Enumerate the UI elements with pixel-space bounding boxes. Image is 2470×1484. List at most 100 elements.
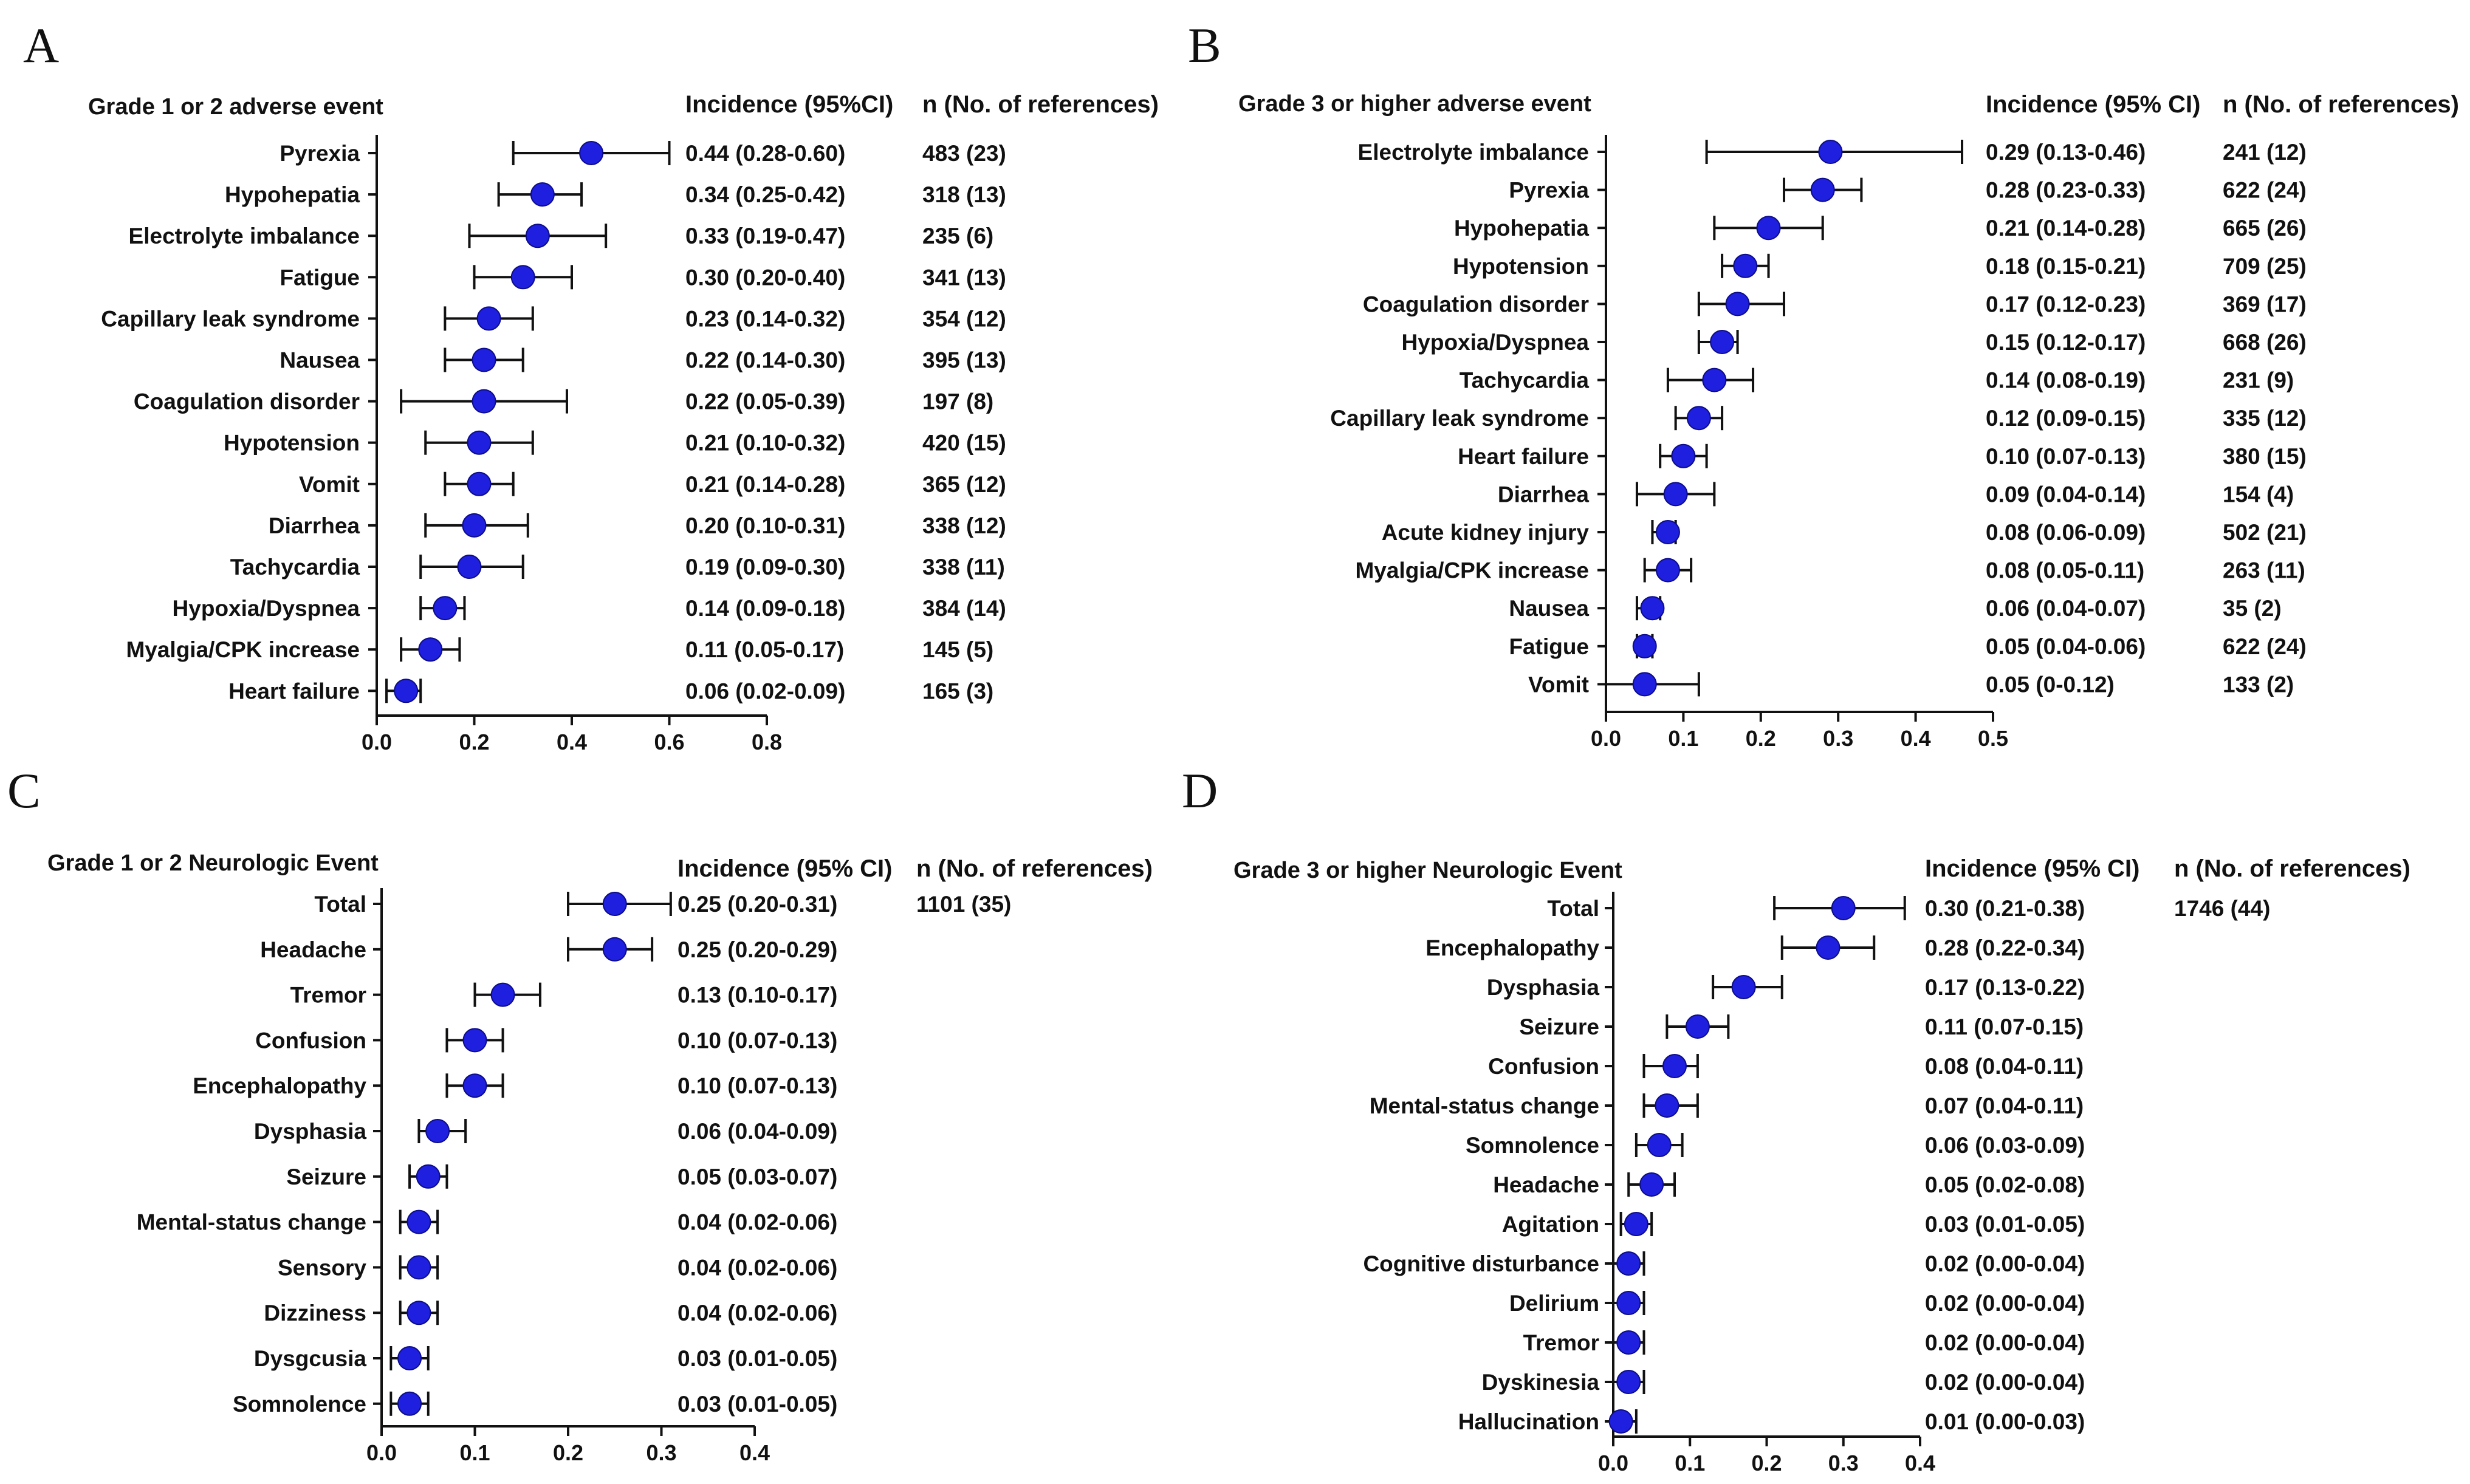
panel-letter-b: B bbox=[1188, 18, 1221, 73]
panel-b-point-estimate bbox=[1733, 253, 1758, 278]
panel-a-incidence-value: 0.21 (0.14-0.28) bbox=[685, 472, 845, 497]
panel-d-x-tick-label: 0.3 bbox=[1828, 1451, 1859, 1475]
panel-c-category-label: Total bbox=[314, 892, 366, 917]
panel-d-incidence-value: 0.01 (0.00-0.03) bbox=[1925, 1409, 2085, 1434]
panel-b-x-tick-label: 0.2 bbox=[1746, 726, 1776, 751]
panel-d-incidence-value: 0.08 (0.04-0.11) bbox=[1925, 1054, 2084, 1079]
panel-d-point-estimate bbox=[1616, 1370, 1641, 1394]
panel-a-category-label: Diarrhea bbox=[269, 513, 360, 538]
panel-d-point-estimate bbox=[1831, 896, 1856, 920]
panel-b-point-estimate bbox=[1663, 482, 1688, 507]
panel-b-point-estimate bbox=[1632, 672, 1657, 697]
panel-d-category-label: Mental-status change bbox=[1370, 1093, 1599, 1118]
panel-c-category-label: Encephalopathy bbox=[193, 1073, 366, 1098]
panel-b-incidence-value: 0.08 (0.05-0.11) bbox=[1986, 558, 2144, 583]
panel-b-incidence-value: 0.09 (0.04-0.14) bbox=[1986, 482, 2146, 507]
panel-c-point-estimate bbox=[602, 892, 627, 916]
panel-c-category-label: Tremor bbox=[290, 983, 366, 1008]
panel-d-point-estimate bbox=[1647, 1133, 1672, 1157]
panel-b-incidence-value: 0.28 (0.23-0.33) bbox=[1986, 178, 2146, 203]
panel-a-category-label: Heart failure bbox=[228, 679, 360, 703]
panel-c-point-estimate bbox=[425, 1119, 450, 1143]
panel-a-category-label: Myalgia/CPK increase bbox=[126, 637, 360, 662]
panel-d-category-label: Agitation bbox=[1502, 1212, 1599, 1237]
panel-c-category-label: Sensory bbox=[278, 1255, 366, 1280]
panel-d-point-estimate bbox=[1655, 1093, 1679, 1118]
panel-b-category-label: Myalgia/CPK increase bbox=[1355, 558, 1589, 583]
panel-a-n-value: 338 (12) bbox=[922, 513, 1006, 538]
panel-d-category-label: Seizure bbox=[1519, 1014, 1599, 1039]
panel-c-point-estimate bbox=[416, 1164, 441, 1189]
panel-b-point-estimate bbox=[1671, 443, 1696, 468]
panel-d-point-estimate bbox=[1624, 1212, 1648, 1236]
panel-c-category-label: Dysphasia bbox=[254, 1119, 367, 1144]
panel-c-point-estimate bbox=[602, 937, 627, 962]
panel-b-n-value: 502 (21) bbox=[2223, 520, 2307, 545]
panel-b-incidence-value: 0.05 (0.04-0.06) bbox=[1986, 634, 2146, 659]
panel-b-incidence-value: 0.05 (0-0.12) bbox=[1986, 672, 2115, 697]
panel-d-n-header: n (No. of references) bbox=[2174, 855, 2410, 882]
panel-c-x-tick-label: 0.4 bbox=[739, 1440, 770, 1465]
panel-c-incidence-header: Incidence (95% CI) bbox=[678, 855, 893, 882]
panel-c-point-estimate bbox=[397, 1346, 422, 1370]
panel-b-point-estimate bbox=[1686, 406, 1711, 431]
panel-d-incidence-value: 0.30 (0.21-0.38) bbox=[1925, 896, 2085, 921]
panel-a-point-estimate bbox=[530, 182, 555, 207]
panel-a-incidence-value: 0.19 (0.09-0.30) bbox=[685, 555, 845, 580]
panel-b-n-value: 241 (12) bbox=[2223, 140, 2307, 165]
panel-a-incidence-value: 0.14 (0.09-0.18) bbox=[685, 596, 845, 621]
panel-a-n-value: 354 (12) bbox=[922, 306, 1006, 331]
panel-a-n-value: 318 (13) bbox=[922, 182, 1006, 207]
panel-a-point-estimate bbox=[472, 347, 496, 372]
panel-c-incidence-value: 0.03 (0.01-0.05) bbox=[678, 1392, 837, 1417]
panel-b-n-value: 369 (17) bbox=[2223, 292, 2307, 316]
panel-b-category-label: Hypotension bbox=[1453, 254, 1589, 279]
panel-c-incidence-value: 0.04 (0.02-0.06) bbox=[678, 1210, 837, 1235]
panel-a-point-estimate bbox=[433, 596, 458, 621]
panel-a-point-estimate bbox=[579, 141, 604, 165]
panel-a-incidence-header: Incidence (95%CI) bbox=[685, 91, 894, 118]
panel-d-category-label: Hallucination bbox=[1458, 1409, 1599, 1434]
panel-c-category-label: Dysgcusia bbox=[254, 1346, 367, 1371]
panel-a-x-tick-label: 0.4 bbox=[557, 730, 587, 754]
panel-a-incidence-value: 0.30 (0.20-0.40) bbox=[685, 265, 845, 290]
panel-a-category-label: Coagulation disorder bbox=[134, 389, 360, 414]
panel-b-incidence-value: 0.29 (0.13-0.46) bbox=[1986, 140, 2146, 165]
panel-b-n-value: 668 (26) bbox=[2223, 330, 2307, 355]
panel-b-category-label: Nausea bbox=[1509, 596, 1589, 621]
panel-a-category-label: Hypohepatia bbox=[225, 182, 360, 207]
panel-a-point-estimate bbox=[457, 555, 482, 579]
panel-d-category-label: Cognitive disturbance bbox=[1363, 1251, 1599, 1276]
panel-d-title: Grade 3 or higher Neurologic Event bbox=[1233, 858, 1622, 883]
panel-b-n-value: 665 (26) bbox=[2223, 216, 2307, 241]
panel-a-n-value: 165 (3) bbox=[922, 679, 993, 703]
panel-c-point-estimate bbox=[407, 1255, 431, 1280]
panel-b-point-estimate bbox=[1655, 520, 1680, 544]
panel-d-category-label: Dysphasia bbox=[1487, 975, 1600, 1000]
panel-b-n-value: 133 (2) bbox=[2223, 672, 2294, 697]
panel-b-incidence-value: 0.12 (0.09-0.15) bbox=[1986, 406, 2146, 431]
panel-c-category-label: Somnolence bbox=[233, 1392, 366, 1417]
panel-b-x-tick-label: 0.5 bbox=[1978, 726, 2008, 751]
panel-c-incidence-value: 0.13 (0.10-0.17) bbox=[678, 983, 837, 1008]
panel-a-n-value: 395 (13) bbox=[922, 348, 1006, 373]
panel-a-incidence-value: 0.21 (0.10-0.32) bbox=[685, 431, 845, 456]
panel-letter-d: D bbox=[1182, 763, 1218, 818]
panel-a-point-estimate bbox=[462, 513, 487, 538]
panel-b-point-estimate bbox=[1632, 634, 1657, 658]
panel-c-title: Grade 1 or 2 Neurologic Event bbox=[47, 850, 379, 876]
panel-d-incidence-value: 0.02 (0.00-0.04) bbox=[1925, 1251, 2085, 1276]
panel-a-x-tick-label: 0.8 bbox=[752, 730, 782, 754]
panel-a-incidence-value: 0.23 (0.14-0.32) bbox=[685, 306, 845, 331]
panel-c-incidence-value: 0.04 (0.02-0.06) bbox=[678, 1301, 837, 1325]
panel-d-category-label: Total bbox=[1547, 896, 1599, 921]
panel-c-category-label: Confusion bbox=[255, 1028, 366, 1053]
panel-d-incidence-value: 0.02 (0.00-0.04) bbox=[1925, 1330, 2085, 1355]
panel-b-point-estimate bbox=[1818, 140, 1843, 164]
panel-c-incidence-value: 0.03 (0.01-0.05) bbox=[678, 1346, 837, 1371]
panel-c-point-estimate bbox=[407, 1209, 431, 1234]
panel-a-n-value: 420 (15) bbox=[922, 431, 1006, 456]
panel-a-category-label: Electrolyte imbalance bbox=[129, 224, 360, 248]
panel-d-x-tick-label: 0.4 bbox=[1905, 1451, 1935, 1475]
panel-a-point-estimate bbox=[525, 224, 550, 248]
